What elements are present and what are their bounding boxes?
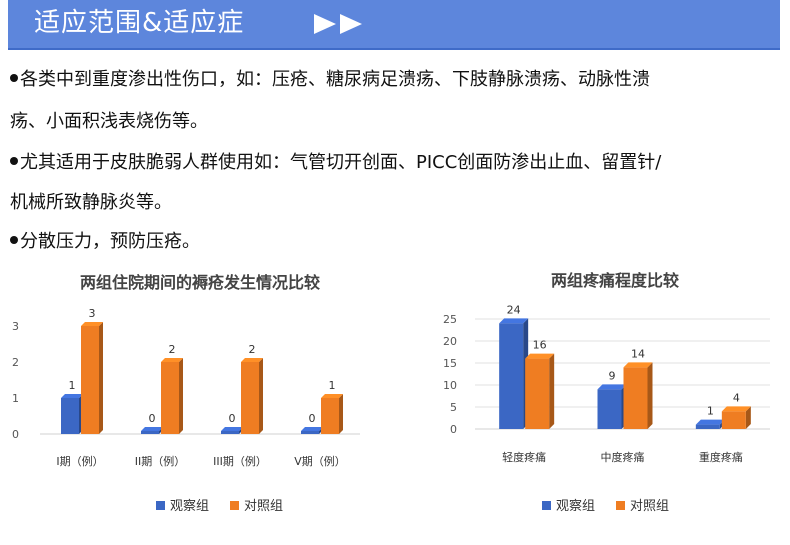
legend-label: 观察组 <box>170 499 209 514</box>
bar-side <box>259 358 263 434</box>
bar-top <box>525 353 555 359</box>
bar-data-label: 0 <box>309 412 316 425</box>
bullet-icon <box>10 74 18 82</box>
legend-label: 对照组 <box>630 499 669 514</box>
bar-top <box>321 394 343 398</box>
bar-top <box>141 427 163 431</box>
bar-side <box>179 358 183 434</box>
indication-line-5: 分散压力，预防压疮。 <box>10 230 200 254</box>
y-tick-label: 20 <box>443 335 457 348</box>
bar-top <box>241 358 263 362</box>
indication-text-3: 尤其适用于皮肤脆弱人群使用如：气管切开创面、PICC创面防渗出止血、留置针/ <box>20 152 662 173</box>
category-label: 重度疼痛 <box>699 450 743 464</box>
bar-top <box>623 362 653 368</box>
pain-level-bar-chart: 两组疼痛程度比较0510152025轻度疼痛2416中度疼痛914重度疼痛14观… <box>443 271 770 514</box>
bar <box>81 326 99 434</box>
bar-data-label: 9 <box>609 369 616 382</box>
bar <box>321 398 339 434</box>
indication-line-2: 疡、小面积浅表烧伤等。 <box>10 110 208 134</box>
y-tick-label: 1 <box>12 392 19 405</box>
indication-text-1: 各类中到重度渗出性伤口，如：压疮、糖尿病足溃疡、下肢静脉溃疡、动脉性溃 <box>20 69 650 90</box>
bar-data-label: 1 <box>329 379 336 392</box>
category-label: V期（例） <box>294 454 346 468</box>
bar <box>301 431 319 434</box>
bar <box>721 411 746 429</box>
category-label: I期（例） <box>56 454 103 468</box>
bar-data-label: 4 <box>733 391 740 404</box>
bar <box>597 389 622 429</box>
y-tick-label: 2 <box>12 356 19 369</box>
bar <box>61 398 79 434</box>
bullet-icon <box>10 236 18 244</box>
bar-top <box>61 394 83 398</box>
bar-data-label: 1 <box>707 405 714 418</box>
double-arrow-right-icon <box>314 14 362 34</box>
legend-swatch <box>616 501 625 510</box>
y-tick-label: 10 <box>443 379 457 392</box>
chart-title: 两组住院期间的褥疮发生情况比较 <box>80 273 320 292</box>
bar-data-label: 16 <box>533 339 547 352</box>
y-tick-label: 0 <box>12 428 19 441</box>
pressure-ulcer-bar-chart: 两组住院期间的褥疮发生情况比较 0 1 2 3 I期（例） 1 3 II期（例） 0 2 III期（例… <box>12 273 360 514</box>
legend-swatch <box>156 501 165 510</box>
bar-data-label: 2 <box>169 343 176 356</box>
y-tick-label: 15 <box>443 357 457 370</box>
bar-data-label: 0 <box>149 412 156 425</box>
bar-top <box>301 427 323 431</box>
bar-side <box>647 362 653 429</box>
bar-data-label: 0 <box>229 412 236 425</box>
bar-top <box>81 322 103 326</box>
indication-line-3: 尤其适用于皮肤脆弱人群使用如：气管切开创面、PICC创面防渗出止血、留置针/ <box>10 151 661 175</box>
legend-swatch <box>542 501 551 510</box>
y-tick-label: 25 <box>443 313 457 326</box>
bar-data-label: 3 <box>89 307 96 320</box>
indication-text-4: 机械所致静脉炎等。 <box>10 192 172 213</box>
bullet-icon <box>10 157 18 165</box>
chart-title: 两组疼痛程度比较 <box>551 271 679 290</box>
indication-text-2: 疡、小面积浅表烧伤等。 <box>10 111 208 132</box>
bar-side <box>99 322 103 434</box>
indication-line-4: 机械所致静脉炎等。 <box>10 191 172 215</box>
category-label: 中度疼痛 <box>601 450 645 464</box>
bar-top <box>161 358 183 362</box>
bar <box>525 358 550 429</box>
section-title: 适应范围&适应症 <box>34 8 245 38</box>
bar <box>161 362 179 434</box>
indication-text-5: 分散压力，预防压疮。 <box>20 231 200 252</box>
bar-top <box>499 318 529 324</box>
y-tick-label: 5 <box>450 401 457 414</box>
bar <box>695 424 720 429</box>
section-header-banner: 适应范围&适应症 <box>8 0 780 50</box>
bar <box>241 362 259 434</box>
indication-line-1: 各类中到重度渗出性伤口，如：压疮、糖尿病足溃疡、下肢静脉溃疡、动脉性溃 <box>10 68 650 92</box>
bar <box>141 431 159 434</box>
y-tick-label: 3 <box>12 320 19 333</box>
y-tick-label: 0 <box>450 423 457 436</box>
bar <box>623 367 648 429</box>
bar-data-label: 24 <box>507 303 521 316</box>
bar-data-label: 1 <box>69 379 76 392</box>
bar <box>499 323 524 429</box>
legend-label: 观察组 <box>556 499 595 514</box>
bar-top <box>695 419 725 425</box>
bar-data-label: 2 <box>249 343 256 356</box>
legend-swatch <box>230 501 239 510</box>
bar <box>221 431 239 434</box>
category-label: III期（例） <box>213 454 267 468</box>
bar-side <box>339 394 343 434</box>
bar-top <box>221 427 243 431</box>
bar-side <box>745 406 751 429</box>
category-label: 轻度疼痛 <box>502 450 546 464</box>
bar-data-label: 14 <box>631 347 645 360</box>
bar-top <box>597 384 627 390</box>
category-label: II期（例） <box>135 454 186 468</box>
legend-label: 对照组 <box>244 499 283 514</box>
bar-top <box>721 406 751 412</box>
bar-side <box>549 353 555 429</box>
